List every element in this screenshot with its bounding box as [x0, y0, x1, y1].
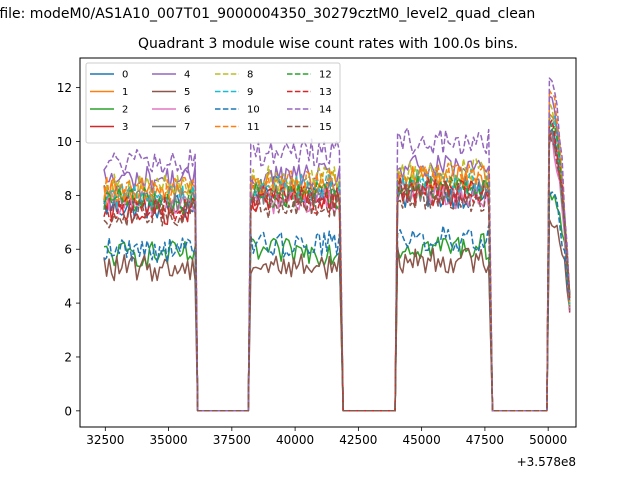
series-line-9 [103, 114, 571, 412]
legend-label-6: 6 [184, 105, 190, 116]
x-tick-label: 42500 [339, 433, 377, 447]
series-line-10 [103, 191, 571, 412]
legend-label-7: 7 [184, 122, 190, 133]
legend-label-3: 3 [122, 122, 128, 133]
legend-label-1: 1 [122, 87, 128, 98]
figure-suptitle: n file: modeM0/AS1A10_007T01_9000004350_… [0, 6, 536, 22]
series-line-3 [103, 130, 571, 412]
series-line-8 [103, 101, 571, 412]
legend-label-8: 8 [247, 70, 253, 81]
legend-label-0: 0 [122, 70, 128, 81]
y-tick-label: 4 [64, 297, 72, 311]
legend-label-12: 12 [319, 70, 332, 81]
series-line-12 [103, 118, 571, 412]
legend-label-4: 4 [184, 70, 190, 81]
legend-label-5: 5 [184, 87, 190, 98]
legend-label-9: 9 [247, 87, 253, 98]
y-tick-label: 2 [64, 350, 72, 364]
x-tick-label: 40000 [276, 433, 314, 447]
legend-box [85, 62, 341, 144]
x-axis-offset-text: +3.578e8 [517, 455, 576, 469]
legend-label-2: 2 [122, 105, 128, 116]
series-line-2 [103, 190, 571, 412]
x-tick-label: 37500 [213, 433, 251, 447]
x-tick-label: 45000 [403, 433, 441, 447]
x-axis-ticks: 32500 35000 37500 40000 42500 45000 47500 50000 [86, 427, 567, 447]
series-line-13 [103, 119, 571, 412]
y-tick-label: 8 [64, 189, 72, 203]
legend-label-15: 15 [319, 122, 332, 133]
plot-frame [79, 57, 577, 428]
x-tick-label: 50000 [529, 433, 567, 447]
series-line-11 [103, 89, 571, 412]
x-tick-label: 35000 [149, 433, 187, 447]
y-axis-ticks: 0 2 4 6 8 10 12 [57, 81, 80, 418]
series-line-14 [103, 77, 571, 412]
series-lines [103, 77, 571, 412]
legend-label-10: 10 [247, 105, 260, 116]
legend-label-14: 14 [319, 105, 332, 116]
x-tick-label: 32500 [86, 433, 124, 447]
legend-label-13: 13 [319, 87, 332, 98]
legend-label-11: 11 [247, 122, 260, 133]
y-tick-label: 0 [64, 404, 72, 418]
y-tick-label: 12 [57, 81, 72, 95]
series-line-15 [103, 133, 571, 412]
y-tick-label: 6 [64, 243, 72, 257]
chart-title: Quadrant 3 module wise count rates with … [138, 36, 518, 52]
y-tick-label: 10 [57, 135, 72, 149]
series-line-5 [103, 218, 571, 412]
x-tick-label: 47500 [466, 433, 504, 447]
